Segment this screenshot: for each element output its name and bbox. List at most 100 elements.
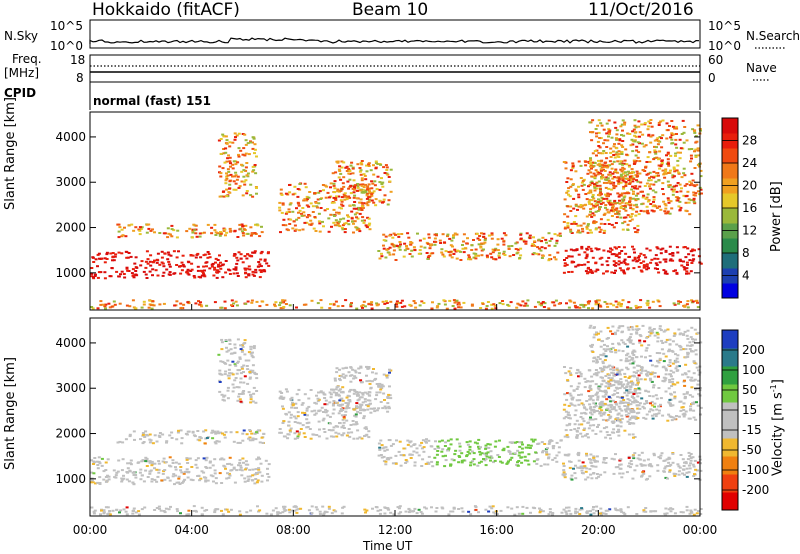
echo-cell [162,302,166,305]
echo-cell [383,405,387,408]
echo-cell [587,266,590,269]
echo-cell [675,343,679,346]
echo-cell [564,511,568,514]
echo-cell [668,470,672,473]
echo-cell [462,251,466,254]
echo-cell [594,128,598,130]
echo-cell [399,511,403,514]
echo-cell [590,413,594,416]
echo-cell [186,272,190,275]
echo-cell [612,184,616,187]
echo-cell [682,333,685,336]
echo-cell [208,256,212,259]
echo-cell [226,463,230,465]
echo-cell [123,226,126,229]
echo-cell [335,195,338,198]
echo-cell [345,170,349,172]
echo-cell [700,192,703,195]
echo-cell [674,152,678,155]
echo-cell [234,364,238,367]
echo-cell [317,191,321,194]
echo-cell [293,437,297,440]
echo-cell [673,127,677,130]
echo-cell [207,253,211,255]
echo-cell [650,364,654,367]
echo-cell [440,439,444,442]
echo-cell [435,463,439,466]
echo-cell [634,135,638,138]
echo-cell [200,269,203,272]
echo-cell [603,411,607,414]
echo-cell [221,432,224,435]
echo-cell [589,395,593,398]
echo-cell [683,304,687,307]
echo-cell [541,254,545,257]
echo-cell [584,193,588,195]
echo-cell [243,133,247,136]
echo-cell [252,137,256,140]
echo-cell [155,468,159,471]
echo-cell [480,452,484,455]
echo-cell [494,258,498,261]
echo-cell [699,188,703,191]
echo-cell [153,434,157,437]
echo-cell [680,187,683,190]
echo-cell [618,418,622,421]
echo-cell [288,223,292,225]
echo-cell [563,476,567,479]
echo-cell [351,167,355,170]
echo-cell [325,437,329,440]
echo-cell [484,444,488,447]
echo-cell [232,386,236,389]
echo-cell [477,445,480,448]
echo-cell [585,408,589,411]
echo-cell [596,140,600,143]
echo-cell [249,345,253,348]
echo-cell [326,414,330,417]
echo-cell [368,195,372,198]
echo-cell [381,201,384,204]
echo-cell [228,160,232,163]
echo-cell [238,510,242,513]
echo-cell [380,177,383,180]
echo-cell [334,300,338,303]
echo-cell [691,350,695,353]
echo-cell [355,211,359,214]
echo-cell [438,440,442,443]
echo-cell [215,271,219,274]
echo-cell [287,208,291,211]
echo-cell [195,466,199,469]
echo-cell [389,397,393,400]
echo-cell [611,325,615,328]
echo-cell [605,122,609,125]
echo-cell [327,230,331,233]
echo-cell [417,252,421,255]
echo-cell [651,189,655,192]
echo-cell [235,361,239,364]
echo-cell [590,250,594,253]
echo-cell [448,237,452,240]
echo-cell [566,392,569,395]
echo-cell [584,470,588,473]
echo-cell [688,259,692,262]
echo-cell [594,300,598,303]
echo-cell [572,207,576,210]
echo-cell [594,210,598,213]
echo-cell [614,418,618,421]
echo-cell [273,305,277,308]
echo-cell [649,371,653,374]
echo-cell [258,471,262,474]
echo-cell [624,414,628,417]
echo-cell [647,344,651,347]
echo-cell [637,454,641,457]
echo-cell [455,299,459,302]
echo-cell [105,251,109,254]
echo-cell [220,341,224,344]
echo-cell [214,261,217,264]
echo-cell [242,175,246,178]
echo-cell [611,342,615,345]
echo-cell [545,451,549,454]
echo-cell [279,395,283,398]
echo-cell [691,338,694,341]
echo-cell [654,254,658,257]
